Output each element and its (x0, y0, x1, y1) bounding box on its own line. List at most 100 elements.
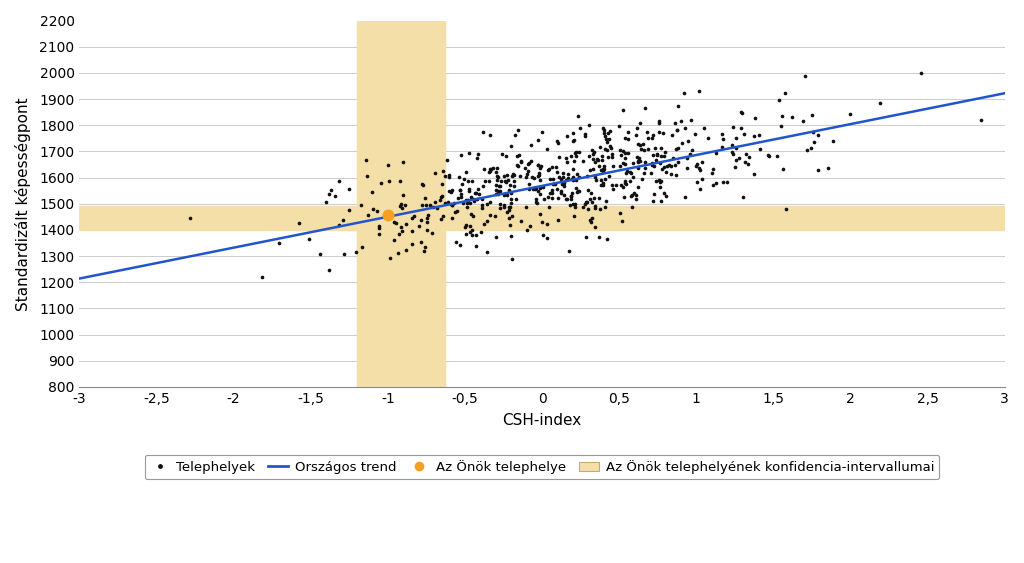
Point (700, 134, 717, 143)
Point (630, 182, 646, 191)
Point (668, 171, 684, 180)
Point (462, 221, 478, 230)
Point (549, 136, 565, 145)
Point (598, 145, 614, 154)
Point (728, 155, 744, 164)
Point (382, 253, 398, 262)
Point (460, 196, 476, 205)
Point (559, 158, 575, 167)
Point (364, 188, 380, 197)
Point (553, 175, 569, 184)
Point (587, 202, 603, 211)
Point (582, 215, 598, 224)
Point (582, 151, 598, 160)
Point (571, 148, 588, 157)
Point (599, 152, 615, 161)
Point (549, 185, 565, 194)
Point (653, 176, 670, 185)
Point (502, 202, 518, 211)
Point (618, 168, 635, 177)
Point (663, 162, 679, 171)
Point (463, 193, 479, 202)
Point (392, 199, 409, 208)
Point (393, 204, 410, 213)
Point (413, 238, 429, 247)
Point (386, 217, 402, 226)
Point (597, 175, 613, 184)
Point (598, 196, 614, 205)
Point (555, 169, 571, 178)
Point (620, 127, 636, 136)
Point (668, 145, 684, 154)
Point (598, 134, 614, 143)
Point (499, 208, 515, 217)
Point (506, 171, 522, 180)
Point (646, 143, 663, 152)
Point (568, 148, 585, 157)
Point (450, 193, 466, 202)
Point (353, 200, 370, 209)
Point (805, 128, 821, 137)
Point (504, 171, 520, 180)
Point (644, 150, 660, 159)
Point (331, 220, 347, 229)
Point (748, 114, 764, 123)
Point (518, 172, 535, 181)
Point (505, 176, 521, 185)
Point (380, 160, 396, 169)
Point (642, 168, 658, 177)
Point (534, 128, 550, 137)
Point (714, 142, 730, 151)
Point (565, 172, 582, 181)
Point (452, 240, 468, 249)
Point (751, 131, 767, 140)
Point (541, 164, 557, 173)
Point (725, 122, 741, 131)
Point (487, 189, 504, 198)
Point (523, 157, 540, 166)
Point (388, 218, 404, 227)
Point (509, 152, 525, 161)
Point (494, 150, 510, 159)
Point (632, 119, 648, 128)
Point (611, 145, 628, 154)
Point (540, 166, 556, 175)
Point (569, 187, 586, 196)
Point (434, 212, 451, 221)
Point (596, 128, 612, 137)
Point (522, 140, 539, 149)
Point (521, 185, 538, 194)
Point (521, 179, 538, 188)
Point (612, 181, 629, 190)
Point (562, 192, 579, 201)
Point (579, 233, 595, 242)
Point (490, 190, 507, 199)
Point (560, 173, 577, 182)
Point (554, 180, 570, 189)
Point (531, 184, 548, 193)
Point (913, 68, 930, 77)
Point (562, 151, 579, 160)
Point (616, 178, 633, 187)
Point (419, 226, 435, 235)
Point (442, 199, 459, 208)
Point (444, 213, 461, 222)
Point (703, 168, 720, 177)
Point (673, 116, 689, 125)
Point (736, 129, 753, 138)
Point (502, 181, 518, 190)
Point (488, 172, 505, 181)
Point (311, 250, 328, 259)
Point (565, 136, 582, 145)
Point (510, 126, 526, 135)
Point (734, 108, 751, 117)
Point (774, 111, 791, 120)
Point (534, 217, 550, 226)
Point (446, 208, 463, 217)
Point (254, 272, 270, 282)
Point (590, 155, 606, 164)
Point (488, 164, 505, 173)
Point (487, 233, 504, 242)
Point (526, 185, 543, 194)
Point (693, 158, 710, 167)
